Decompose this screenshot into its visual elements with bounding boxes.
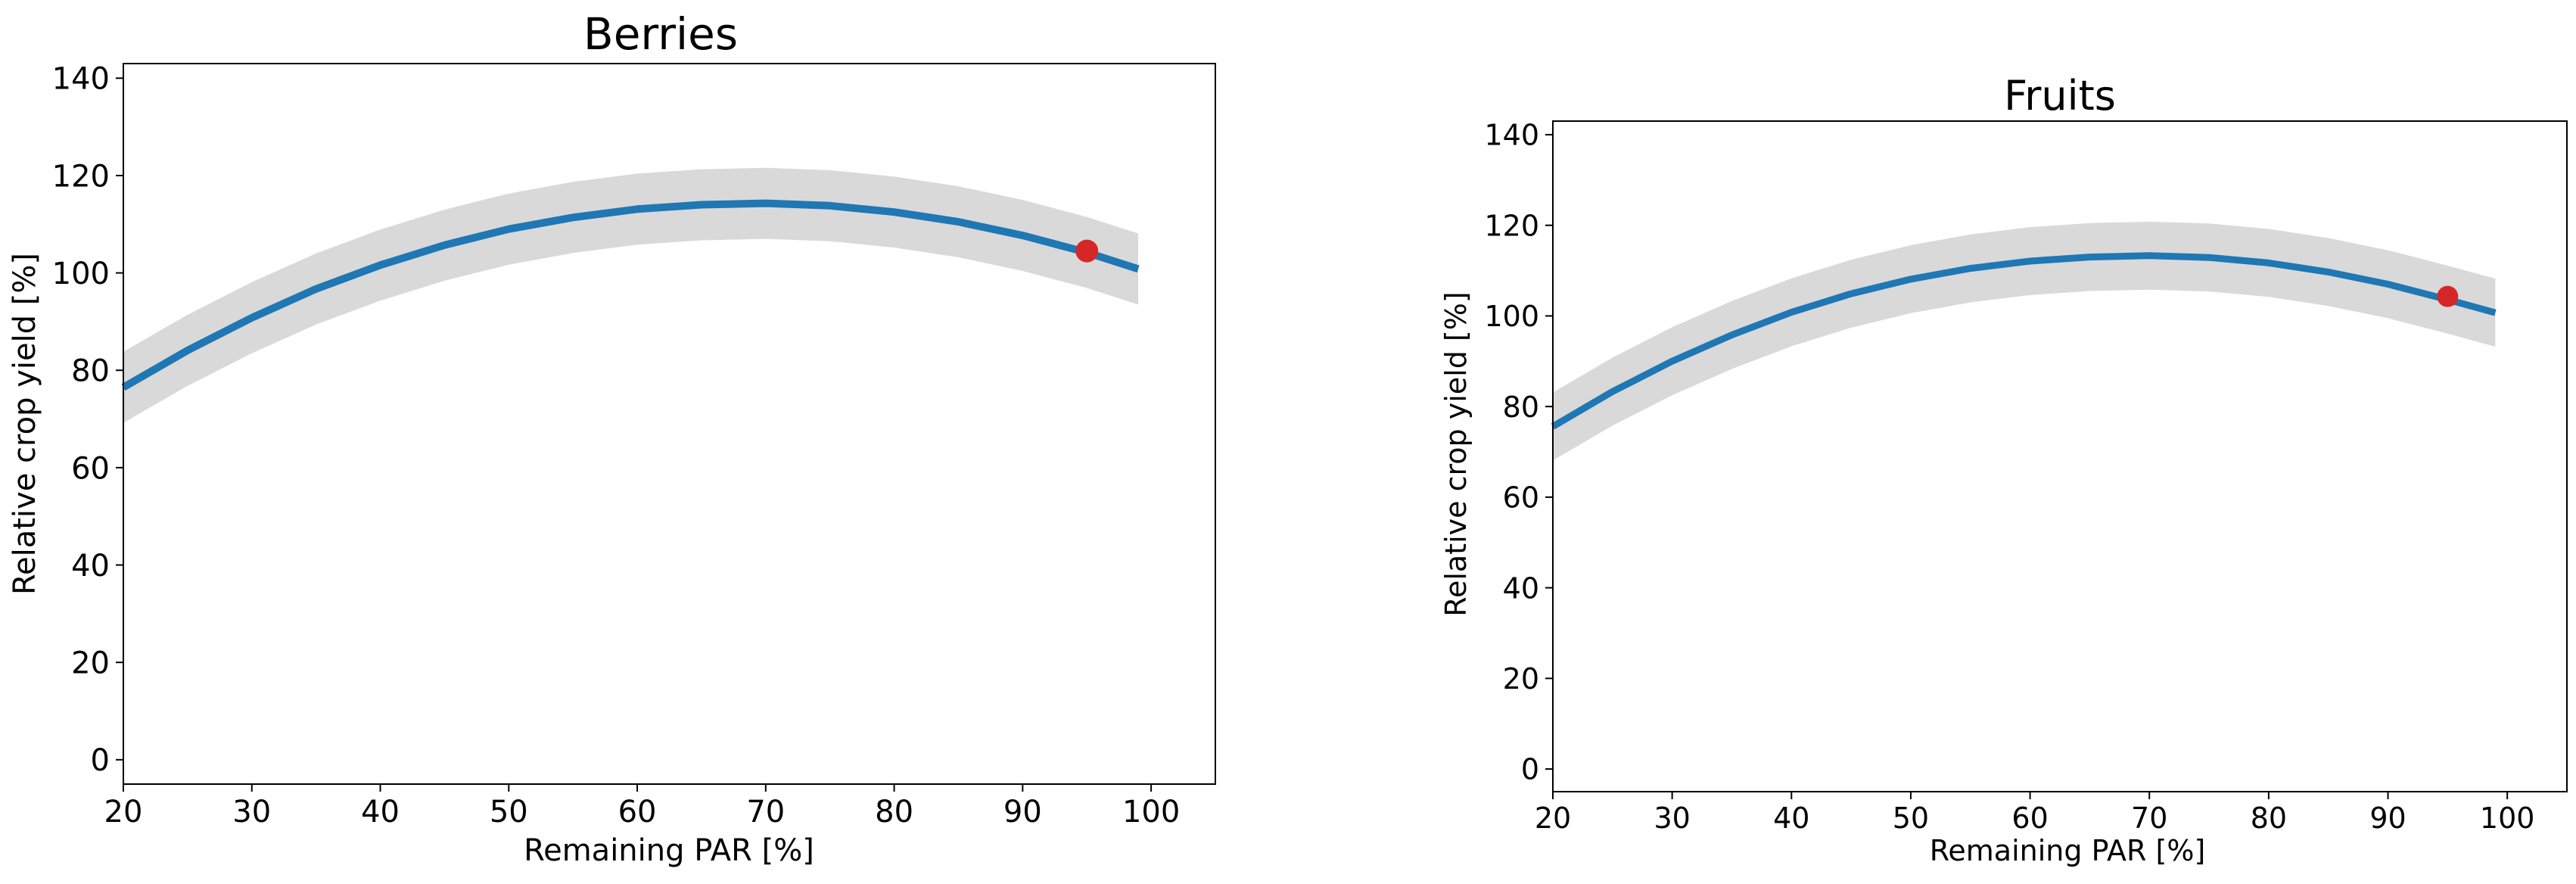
x-tick-label: 100 xyxy=(1122,795,1180,830)
x-tick-label: 40 xyxy=(1773,802,1809,835)
x-axis-label: Remaining PAR [%] xyxy=(524,833,814,868)
y-tick-label: 120 xyxy=(1484,209,1539,242)
axes-frame xyxy=(1552,120,2568,792)
x-axis-ticks: 20 30 40 50 60 70 80 90 100 xyxy=(104,784,1180,830)
y-tick-label: 100 xyxy=(1484,300,1539,333)
x-tick-label: 70 xyxy=(2131,802,2167,835)
data-point-marker xyxy=(2437,285,2459,307)
y-axis-label: Relative crop yield [%] xyxy=(8,253,42,595)
berries-chart-panel: Berries 20 30 40 50 60 70 80 90 100 0 20 40 60 80 100… xyxy=(8,8,1216,868)
x-axis-ticks: 20 30 40 50 60 70 80 90 100 xyxy=(1535,792,2535,835)
x-axis-label: Remaining PAR [%] xyxy=(1930,834,2206,867)
y-tick-label: 120 xyxy=(52,159,110,194)
y-tick-label: 80 xyxy=(1503,391,1539,424)
x-tick-label: 50 xyxy=(490,795,528,830)
x-tick-label: 20 xyxy=(104,795,143,830)
y-tick-label: 20 xyxy=(71,646,110,681)
x-tick-label: 50 xyxy=(1893,802,1929,835)
y-tick-label: 0 xyxy=(91,743,110,778)
y-tick-label: 140 xyxy=(1484,119,1539,152)
chart-title: Berries xyxy=(583,8,738,60)
y-tick-label: 140 xyxy=(52,62,110,97)
x-tick-label: 30 xyxy=(232,795,271,830)
y-tick-label: 100 xyxy=(52,257,110,291)
y-tick-label: 60 xyxy=(1503,481,1539,515)
x-tick-label: 60 xyxy=(2011,802,2048,835)
x-tick-label: 90 xyxy=(2369,802,2406,835)
y-axis-ticks: 0 20 40 60 80 100 120 140 xyxy=(52,62,123,778)
data-point-marker xyxy=(1075,239,1099,263)
y-tick-label: 0 xyxy=(1521,753,1539,786)
x-tick-label: 70 xyxy=(746,795,785,830)
x-tick-label: 80 xyxy=(2251,802,2287,835)
x-tick-label: 80 xyxy=(875,795,913,830)
x-tick-label: 20 xyxy=(1535,802,1571,835)
x-tick-label: 90 xyxy=(1003,795,1042,830)
y-tick-label: 80 xyxy=(71,354,110,389)
plot-area xyxy=(121,167,1140,423)
y-tick-label: 40 xyxy=(71,549,110,584)
fitted-curve xyxy=(121,199,1140,391)
y-axis-ticks: 0 20 40 60 80 100 120 140 xyxy=(1484,119,1553,786)
y-tick-label: 60 xyxy=(71,451,110,486)
fitted-curve xyxy=(1551,252,2497,430)
x-tick-label: 60 xyxy=(618,795,657,830)
confidence-band xyxy=(1553,221,2496,461)
x-tick-label: 30 xyxy=(1654,802,1690,835)
fruits-chart-panel: Fruits 20 30 40 50 60 70 80 90 100 0 20 40 60 80 100 1… xyxy=(1439,72,2568,867)
y-tick-label: 20 xyxy=(1503,662,1539,696)
axes-frame xyxy=(123,63,1216,785)
plot-area xyxy=(1551,221,2497,461)
confidence-band xyxy=(123,167,1139,423)
y-tick-label: 40 xyxy=(1503,571,1539,605)
chart-title: Fruits xyxy=(2004,72,2116,120)
x-tick-label: 40 xyxy=(361,795,400,830)
x-tick-label: 100 xyxy=(2480,802,2535,835)
y-axis-label: Relative crop yield [%] xyxy=(1439,291,1473,616)
